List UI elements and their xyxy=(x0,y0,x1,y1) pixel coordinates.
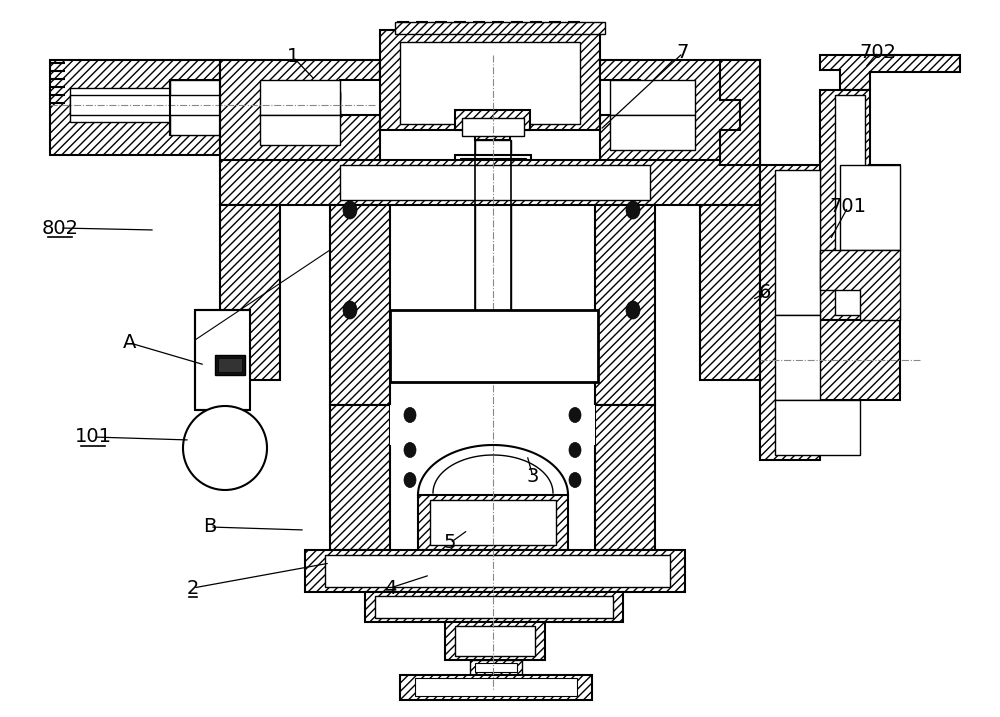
Polygon shape xyxy=(840,165,900,250)
Bar xyxy=(305,550,685,592)
Bar xyxy=(470,660,522,675)
Bar xyxy=(445,622,545,660)
Bar xyxy=(260,115,340,145)
Bar xyxy=(460,158,526,170)
Bar xyxy=(415,678,577,696)
Polygon shape xyxy=(230,92,340,118)
Text: A: A xyxy=(123,333,137,353)
Ellipse shape xyxy=(404,442,416,457)
Bar xyxy=(462,118,524,136)
Ellipse shape xyxy=(569,442,581,457)
Bar xyxy=(330,405,390,550)
Bar xyxy=(610,115,695,150)
Circle shape xyxy=(183,406,267,490)
Ellipse shape xyxy=(569,473,581,488)
Bar xyxy=(365,592,623,622)
Text: 6: 6 xyxy=(759,283,771,303)
Ellipse shape xyxy=(569,407,581,422)
Text: 3: 3 xyxy=(527,467,539,487)
Bar xyxy=(260,80,340,115)
Polygon shape xyxy=(820,55,960,90)
Bar xyxy=(208,456,242,464)
Bar xyxy=(835,95,865,315)
Ellipse shape xyxy=(343,201,357,219)
Polygon shape xyxy=(760,165,900,460)
Ellipse shape xyxy=(404,407,416,422)
Ellipse shape xyxy=(404,473,416,488)
Text: 7: 7 xyxy=(677,44,689,62)
Bar xyxy=(595,205,655,405)
Bar xyxy=(610,80,695,115)
Polygon shape xyxy=(455,110,530,140)
Bar xyxy=(220,205,280,380)
Bar xyxy=(375,596,613,618)
Bar xyxy=(210,443,240,453)
Bar xyxy=(208,440,242,456)
Polygon shape xyxy=(820,90,900,320)
Bar xyxy=(218,358,242,372)
Bar xyxy=(402,318,586,374)
Text: 802: 802 xyxy=(42,219,78,237)
Bar xyxy=(406,322,582,370)
Bar xyxy=(430,500,556,545)
Bar xyxy=(595,405,655,550)
Bar xyxy=(455,155,531,173)
Bar xyxy=(390,310,598,382)
Bar xyxy=(775,170,820,315)
Bar xyxy=(220,160,760,205)
Bar xyxy=(325,555,670,587)
Bar xyxy=(170,80,220,135)
Bar xyxy=(330,205,390,405)
Bar xyxy=(215,355,245,375)
Bar xyxy=(340,165,650,200)
Bar xyxy=(455,626,535,656)
Bar xyxy=(775,400,860,455)
Bar xyxy=(475,663,517,672)
Text: 2: 2 xyxy=(187,579,199,597)
Polygon shape xyxy=(820,250,900,320)
Bar xyxy=(700,205,760,380)
Bar xyxy=(462,172,524,188)
Polygon shape xyxy=(418,495,568,550)
Polygon shape xyxy=(720,60,760,165)
Bar xyxy=(70,88,220,122)
Text: 101: 101 xyxy=(74,427,112,447)
Text: B: B xyxy=(203,518,217,536)
Ellipse shape xyxy=(343,301,357,319)
Text: 701: 701 xyxy=(830,197,866,217)
Bar xyxy=(395,22,605,34)
Bar xyxy=(390,405,595,445)
Polygon shape xyxy=(220,60,380,165)
Bar xyxy=(775,315,820,400)
Bar xyxy=(70,95,310,115)
Ellipse shape xyxy=(626,301,640,319)
Text: 4: 4 xyxy=(384,579,396,597)
Bar xyxy=(475,140,511,380)
Text: 702: 702 xyxy=(860,42,896,62)
Polygon shape xyxy=(600,60,760,165)
Bar xyxy=(230,92,340,118)
Bar xyxy=(380,30,600,130)
Bar xyxy=(195,310,250,410)
Ellipse shape xyxy=(626,201,640,219)
Bar xyxy=(400,675,592,700)
Polygon shape xyxy=(50,60,220,155)
Bar xyxy=(400,42,580,124)
Text: 5: 5 xyxy=(444,533,456,553)
Text: 1: 1 xyxy=(287,47,299,67)
